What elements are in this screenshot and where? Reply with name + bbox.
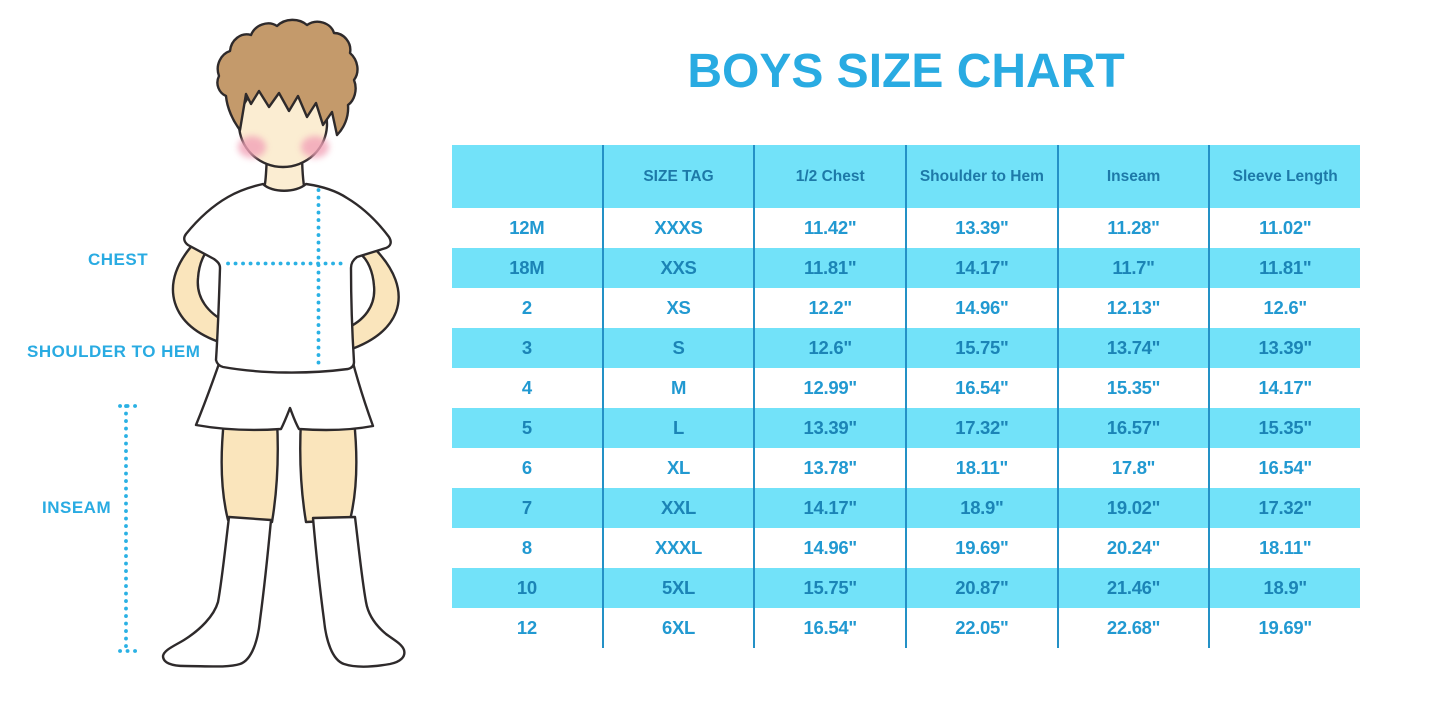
size-value-cell: 20.87" <box>907 568 1059 608</box>
size-row-label: 4 <box>452 368 604 408</box>
size-value-cell: L <box>604 408 756 448</box>
size-value-cell: 19.69" <box>1258 617 1313 639</box>
size-value-cell: 15.35" <box>1258 417 1313 439</box>
header-cell: Sleeve Length <box>1232 167 1338 185</box>
size-value-cell: 17.8" <box>1059 448 1211 488</box>
size-value-cell: XXS <box>604 248 756 288</box>
cheek-right-blush <box>301 136 329 158</box>
size-value-cell: 11.28" <box>1059 208 1211 248</box>
size-value-cell: 11.7" <box>1059 248 1211 288</box>
table-row: 3 S 12.6" 15.75" 13.74" 13.39" <box>452 328 1360 368</box>
size-row-label: 5 <box>452 408 604 448</box>
size-value-cell: 14.17" <box>907 248 1059 288</box>
shoulder-to-hem-label: SHOULDER TO HEM <box>27 342 201 361</box>
size-value-cell: 12.13" <box>1059 288 1211 328</box>
left-leg <box>220 418 279 524</box>
size-value-cell: 18.9" <box>907 488 1059 528</box>
table-row: 6 XL 13.78" 18.11" 17.8" 16.54" <box>452 448 1360 488</box>
header-cell: 1/2 Chest <box>755 145 908 208</box>
size-value-cell: 18.11" <box>1259 537 1312 559</box>
header-cell: SIZE TAG <box>604 145 756 208</box>
size-value-cell: 16.54" <box>1258 457 1313 479</box>
size-value-cell: 15.75" <box>907 328 1059 368</box>
size-value-cell: 15.75" <box>755 568 908 608</box>
size-row-label: 8 <box>452 528 604 568</box>
size-value-cell: 16.54" <box>907 368 1059 408</box>
size-value-cell: 17.32" <box>907 408 1059 448</box>
size-value-cell: 13.39" <box>755 408 908 448</box>
size-value-cell: 13.74" <box>1059 328 1211 368</box>
size-value-cell: XXXL <box>604 528 756 568</box>
header-cell: Shoulder to Hem <box>907 145 1059 208</box>
size-value-cell: 16.57" <box>1059 408 1211 448</box>
size-row-label: 12M <box>452 208 604 248</box>
right-sock <box>311 515 406 668</box>
size-value-cell: 21.46" <box>1059 568 1211 608</box>
shorts <box>194 356 375 432</box>
size-value-cell: 18.9" <box>1263 577 1308 599</box>
page-title: BOYS SIZE CHART <box>687 45 1125 98</box>
hair <box>216 18 359 137</box>
size-value-cell: 11.42" <box>755 208 908 248</box>
size-value-cell: 16.54" <box>755 608 908 648</box>
table-row: 8 XXXL 14.96" 19.69" 20.24" 18.11" <box>452 528 1360 568</box>
cheek-left-blush <box>238 136 266 158</box>
header-cell <box>452 145 604 208</box>
size-value-cell: XL <box>604 448 756 488</box>
table-row: 18M XXS 11.81" 14.17" 11.7" 11.81" <box>452 248 1360 288</box>
size-row-label: 6 <box>452 448 604 488</box>
size-table: SIZE TAG 1/2 Chest Shoulder to Hem Inseam Sl… <box>452 145 1360 648</box>
size-value-cell: XXXS <box>604 208 756 248</box>
size-value-cell: 14.17" <box>1258 377 1313 399</box>
size-value-cell: 12.99" <box>755 368 908 408</box>
size-value-cell: 22.68" <box>1059 608 1211 648</box>
size-value-cell: 13.78" <box>755 448 908 488</box>
size-value-cell: 14.96" <box>907 288 1059 328</box>
size-value-cell: XXL <box>604 488 756 528</box>
table-row: 4 M 12.99" 16.54" 15.35" 14.17" <box>452 368 1360 408</box>
size-value-cell: 17.32" <box>1258 497 1313 519</box>
size-value-cell: 13.39" <box>1258 337 1313 359</box>
size-row-label: 12 <box>452 608 604 648</box>
size-value-cell: 14.96" <box>755 528 908 568</box>
size-value-cell: 13.39" <box>907 208 1059 248</box>
shirt <box>183 182 392 374</box>
size-value-cell: 19.69" <box>907 528 1059 568</box>
size-row-label: 10 <box>452 568 604 608</box>
chest-label: CHEST <box>88 250 149 269</box>
size-row-label: 18M <box>452 248 604 288</box>
table-row: 5 L 13.39" 17.32" 16.57" 15.35" <box>452 408 1360 448</box>
size-value-cell: 19.02" <box>1059 488 1211 528</box>
size-value-cell: S <box>604 328 756 368</box>
size-value-cell: 12.6" <box>755 328 908 368</box>
size-value-cell: 15.35" <box>1059 368 1211 408</box>
size-value-cell: M <box>604 368 756 408</box>
header-cell: Inseam <box>1059 145 1211 208</box>
size-value-cell: 12.6" <box>1263 297 1308 319</box>
table-row: 12 6XL 16.54" 22.05" 22.68" 19.69" <box>452 608 1360 648</box>
size-row-label: 7 <box>452 488 604 528</box>
table-row: 7 XXL 14.17" 18.9" 19.02" 17.32" <box>452 488 1360 528</box>
table-row: SIZE TAG 1/2 Chest Shoulder to Hem Inseam Sl… <box>452 145 1360 208</box>
right-leg <box>299 418 358 524</box>
size-row-label: 3 <box>452 328 604 368</box>
table-row: 2 XS 12.2" 14.96" 12.13" 12.6" <box>452 288 1360 328</box>
table-row: 10 5XL 15.75" 20.87" 21.46" 18.9" <box>452 568 1360 608</box>
left-sock <box>161 515 273 668</box>
size-value-cell: 14.17" <box>755 488 908 528</box>
size-value-cell: 5XL <box>604 568 756 608</box>
size-value-cell: 11.02" <box>1259 217 1312 239</box>
size-row-label: 2 <box>452 288 604 328</box>
size-value-cell: 11.81" <box>755 248 908 288</box>
size-value-cell: 18.11" <box>907 448 1059 488</box>
size-value-cell: 22.05" <box>907 608 1059 648</box>
size-value-cell: 6XL <box>604 608 756 648</box>
size-value-cell: 20.24" <box>1059 528 1211 568</box>
size-value-cell: 11.81" <box>1259 257 1312 279</box>
boy-illustration <box>118 18 406 668</box>
size-value-cell: 12.2" <box>755 288 908 328</box>
table-row: 12M XXXS 11.42" 13.39" 11.28" 11.02" <box>452 208 1360 248</box>
size-value-cell: XS <box>604 288 756 328</box>
inseam-label: INSEAM <box>42 498 112 517</box>
